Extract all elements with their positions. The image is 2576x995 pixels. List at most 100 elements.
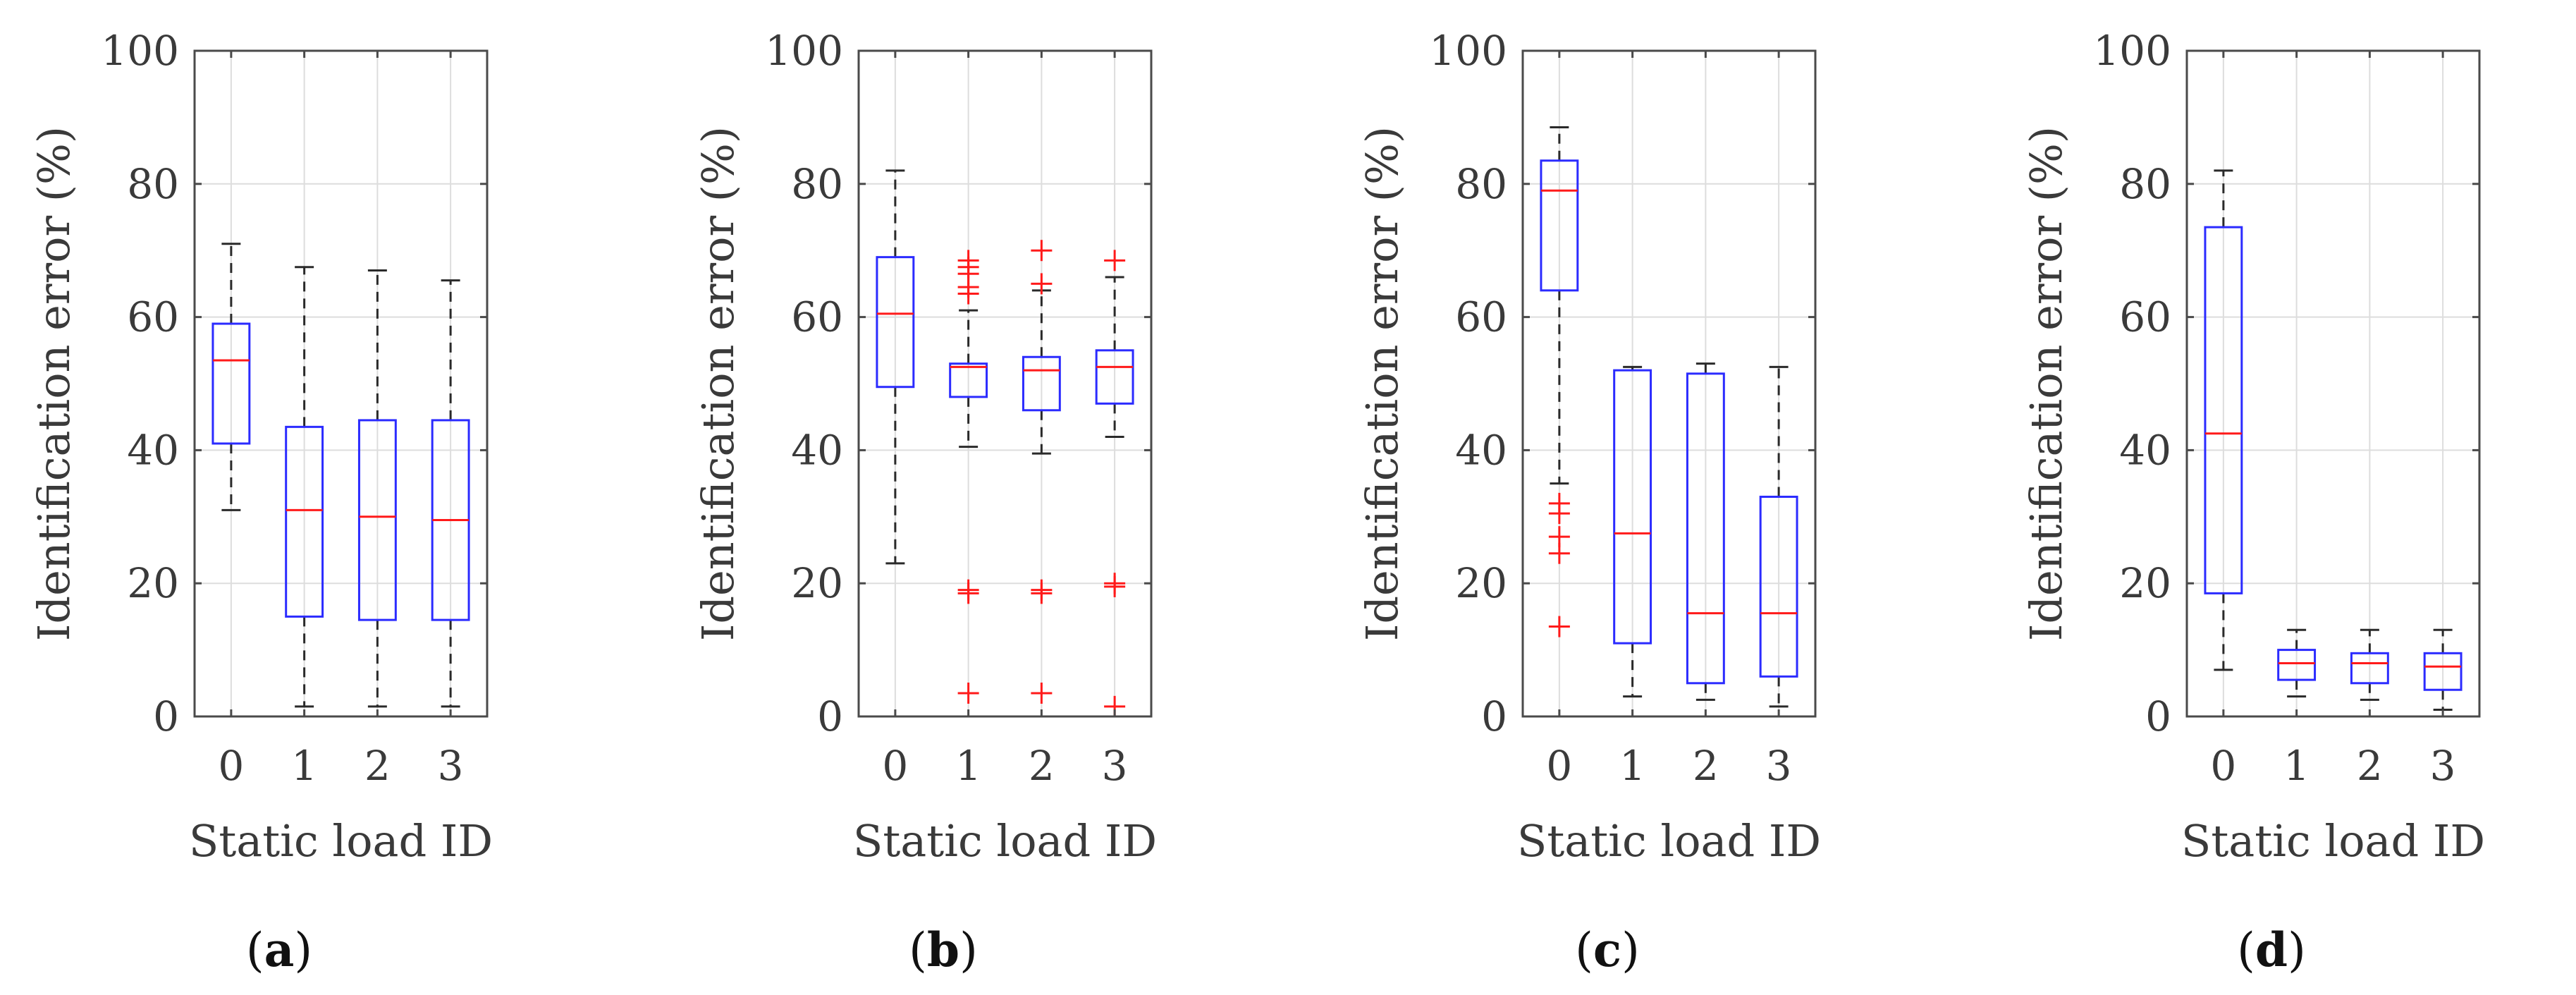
box-b-3 <box>1095 250 1134 717</box>
y-tick-label: 60 <box>791 293 843 341</box>
y-tick-label: 20 <box>2119 559 2171 607</box>
axes-frame <box>1521 49 1817 718</box>
y-tick-label: 0 <box>1481 692 1507 740</box>
box-iqr <box>1686 372 1725 685</box>
x-axis-label: Static load ID <box>1517 815 1821 867</box>
axes-frame <box>857 49 1153 718</box>
x-tick-label: 1 <box>291 742 317 790</box>
y-tick-label: 100 <box>1429 27 1507 75</box>
box-d-2 <box>2350 628 2389 701</box>
y-tick-label: 20 <box>1455 559 1507 607</box>
box-iqr <box>2277 649 2317 681</box>
y-axis-label: Identification error (%) <box>2020 126 2072 641</box>
box-a-1 <box>285 266 324 708</box>
box-iqr <box>1759 495 1798 678</box>
outlier-marker <box>1031 579 1053 601</box>
outlier-marker <box>957 579 979 601</box>
y-tick-label: 0 <box>2145 692 2171 740</box>
y-axis-label: Identification error (%) <box>28 126 80 641</box>
box-c-1 <box>1613 365 1652 698</box>
axes-frame <box>193 49 489 718</box>
box-a-2 <box>357 269 397 708</box>
y-tick-label: 0 <box>817 692 843 740</box>
y-tick-label: 100 <box>101 27 179 75</box>
y-axis-label: Identification error (%) <box>692 126 744 641</box>
x-tick-label: 0 <box>218 742 244 790</box>
outlier-marker <box>1031 682 1053 704</box>
box-b-2 <box>1022 240 1061 704</box>
box-iqr <box>1613 369 1652 645</box>
x-tick-label: 0 <box>882 742 908 790</box>
box-b-1 <box>949 250 988 704</box>
x-tick-label: 3 <box>1102 742 1128 790</box>
y-tick-label: 20 <box>791 559 843 607</box>
y-tick-label: 20 <box>127 559 179 607</box>
x-tick-label: 0 <box>2210 742 2236 790</box>
x-tick-label: 1 <box>1619 742 1645 790</box>
panel-caption: (b) <box>909 922 978 977</box>
box-iqr <box>357 419 397 621</box>
x-tick-label: 3 <box>1766 742 1792 790</box>
x-tick-label: 2 <box>364 742 391 790</box>
y-tick-label: 60 <box>127 293 179 341</box>
panel-caption: (c) <box>1575 922 1640 977</box>
y-tick-label: 100 <box>765 27 843 75</box>
outlier-marker <box>1548 492 1570 514</box>
x-tick-label: 2 <box>1029 742 1055 790</box>
outlier-marker <box>1548 526 1570 548</box>
box-c-0 <box>1540 126 1579 637</box>
box-iqr <box>1540 159 1579 292</box>
box-d-0 <box>2204 169 2243 671</box>
outlier-marker <box>1031 240 1053 262</box>
x-tick-label: 3 <box>438 742 464 790</box>
y-tick-label: 0 <box>153 692 179 740</box>
outlier-marker <box>957 250 979 271</box>
box-iqr <box>1095 349 1134 405</box>
x-tick-label: 2 <box>1693 742 1719 790</box>
outlier-marker <box>1548 616 1570 637</box>
box-iqr <box>285 425 324 618</box>
outlier-marker <box>957 682 979 704</box>
box-iqr <box>2423 652 2462 691</box>
box-a-0 <box>211 243 251 511</box>
box-c-2 <box>1686 362 1725 701</box>
box-iqr <box>2350 652 2389 685</box>
y-tick-label: 40 <box>127 426 179 474</box>
box-a-3 <box>431 279 470 708</box>
y-tick-label: 40 <box>1455 426 1507 474</box>
x-tick-label: 1 <box>2283 742 2310 790</box>
y-tick-label: 80 <box>127 160 179 208</box>
x-tick-label: 1 <box>955 742 981 790</box>
x-axis-label: Static load ID <box>2181 815 2485 867</box>
panel-caption: (a) <box>246 922 312 977</box>
x-axis-label: Static load ID <box>853 815 1157 867</box>
y-tick-label: 80 <box>791 160 843 208</box>
box-d-1 <box>2277 628 2317 698</box>
x-tick-label: 0 <box>1546 742 1572 790</box>
axes-frame <box>2185 49 2481 718</box>
outlier-marker <box>1031 273 1053 295</box>
y-tick-label: 60 <box>1455 293 1507 341</box>
box-iqr <box>211 322 251 445</box>
y-axis-label: Identification error (%) <box>1356 126 1408 641</box>
y-tick-label: 40 <box>2119 426 2171 474</box>
box-iqr <box>876 256 915 389</box>
x-tick-label: 3 <box>2430 742 2456 790</box>
box-d-3 <box>2423 628 2462 712</box>
box-iqr <box>2204 226 2243 594</box>
panel-caption: (d) <box>2237 922 2306 977</box>
y-tick-label: 80 <box>2119 160 2171 208</box>
box-c-3 <box>1759 365 1798 708</box>
box-iqr <box>949 362 988 398</box>
y-tick-label: 60 <box>2119 293 2171 341</box>
x-axis-label: Static load ID <box>189 815 493 867</box>
box-b-0 <box>876 169 915 565</box>
box-iqr <box>1022 355 1061 412</box>
outlier-marker <box>1104 250 1126 271</box>
y-tick-label: 80 <box>1455 160 1507 208</box>
